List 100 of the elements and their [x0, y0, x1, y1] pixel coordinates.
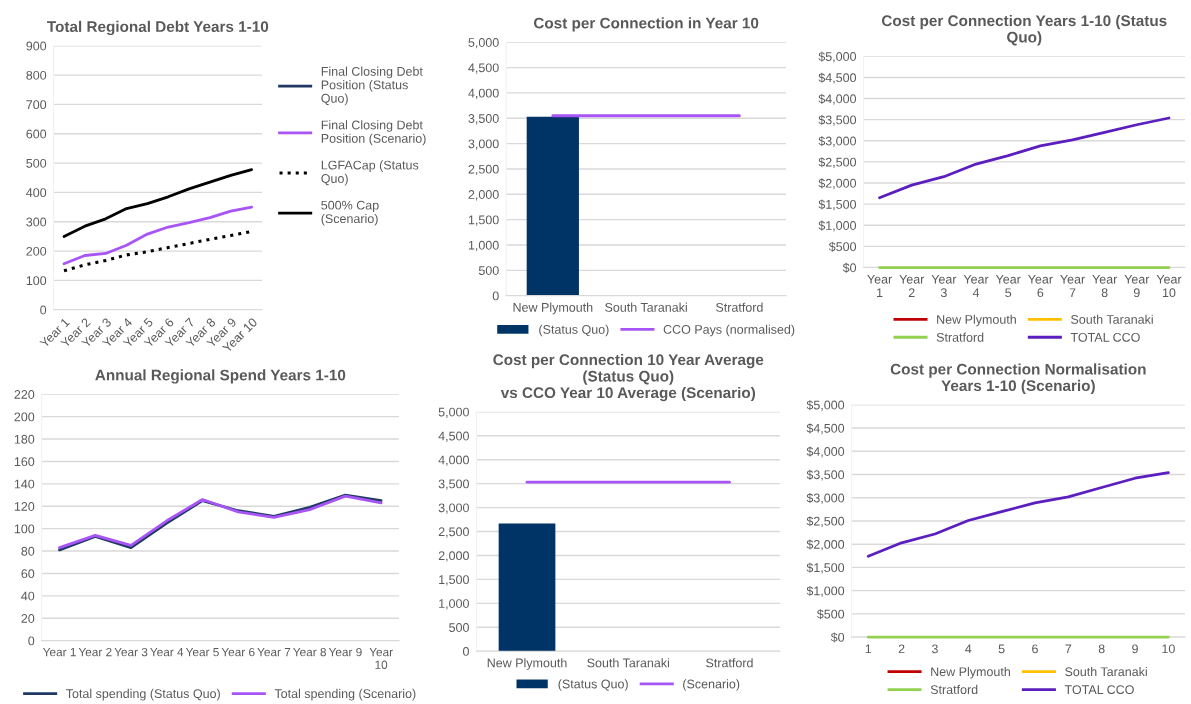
legend-label: Final Closing Debt Position (Status Quo) [321, 66, 423, 106]
y-tick-label: 500 [26, 158, 47, 168]
y-tick-label: 500 [449, 623, 469, 632]
y-tick-label: $4,000 [806, 446, 845, 458]
y-tick-label: 4,500 [438, 431, 469, 442]
y-tick-label: $0 [842, 262, 857, 273]
y-tick-label: 0 [40, 305, 47, 315]
y-tick-label: 2,500 [438, 527, 469, 538]
line-series [62, 168, 253, 238]
y-tick-label: $1,500 [806, 562, 845, 574]
y-tick-label: 100 [26, 276, 47, 286]
y-tick-label: $1,000 [818, 220, 857, 232]
y-tick-label: 800 [26, 70, 47, 80]
y-tick-label: 100 [14, 524, 35, 534]
y-tick-label: 0 [492, 291, 499, 301]
y-tick-label: 4,500 [468, 63, 499, 74]
x-tick-label: 5 [998, 644, 1005, 654]
x-tick-label: Year 7 [257, 648, 291, 657]
y-tick-label: 400 [26, 188, 47, 198]
y-tick-label: 0 [462, 647, 469, 656]
y-tick-label: $1,500 [818, 199, 857, 211]
y-tick-label: $2,500 [806, 516, 845, 528]
y-tick-label: $3,000 [818, 136, 857, 147]
y-tick-label: $4,000 [818, 93, 857, 105]
y-tick-label: 5,000 [438, 407, 469, 418]
y-tick-label: 5,000 [468, 38, 499, 49]
x-tick-label: Year 9 [1124, 274, 1150, 298]
legend-label: (Status Quo) [539, 324, 609, 337]
y-tick-label: $3,500 [818, 114, 857, 126]
y-tick-label: 220 [14, 390, 35, 399]
x-tick-label: Year 10 [1156, 274, 1182, 298]
y-tick-label: 300 [26, 217, 47, 227]
x-tick-label: 1 [865, 644, 872, 654]
x-tick-label: South Taranaki [587, 658, 669, 668]
x-tick-label: New Plymouth [513, 302, 593, 315]
y-tick-label: 1,000 [439, 599, 469, 610]
x-tick-label: Year 9 [328, 647, 362, 657]
line-series [878, 116, 1171, 200]
y-tick-label: 200 [14, 412, 35, 422]
x-tick-label: Year 1 [867, 274, 892, 297]
y-tick-label: 0 [28, 636, 35, 646]
y-tick-label: 3,500 [468, 114, 499, 125]
legend-label: (Scenario) [683, 679, 740, 691]
x-tick-label: Year 2 [78, 647, 112, 657]
y-tick-label: 500 [478, 266, 499, 275]
x-tick-label: Year 10 [369, 648, 393, 669]
y-tick-label: 2,000 [468, 190, 499, 201]
chart-title: Cost per Connection in Year 10 [533, 17, 759, 32]
legend-label: Total spending (Status Quo) [66, 688, 220, 701]
x-tick-label: Stratford [706, 658, 753, 668]
line-series [62, 205, 253, 266]
y-tick-label: 4,000 [438, 455, 469, 466]
legend-label: LGFACap (Status Quo) [321, 160, 419, 186]
x-tick-label: 10 [1162, 644, 1175, 654]
legend-label: CCO Pays (normalised) [663, 324, 795, 337]
legend-label: Final Closing Debt Position (Scenario) [321, 120, 426, 146]
x-tick-label: South Taranaki [605, 302, 687, 312]
y-tick-label: $5,000 [806, 400, 845, 411]
y-tick-label: 20 [21, 614, 35, 623]
y-tick-label: 140 [14, 479, 35, 489]
y-tick-label: 600 [26, 129, 47, 139]
x-tick-label: Year 7 [1060, 274, 1085, 297]
y-tick-label: $2,500 [818, 157, 857, 169]
chart-title: Cost per Connection Years 1-10 (Status Quo) [881, 14, 1167, 46]
y-tick-label: 700 [26, 100, 47, 110]
x-tick-label: 7 [1065, 644, 1072, 654]
y-tick-label: $0 [830, 632, 845, 643]
x-tick-label: Year 5 [185, 648, 219, 657]
x-tick-label: Year 2 [899, 274, 925, 297]
y-tick-label: 180 [14, 434, 35, 444]
x-tick-label: 3 [931, 644, 938, 654]
y-tick-label: 4,000 [468, 88, 499, 100]
y-tick-label: $3,500 [806, 469, 845, 481]
x-tick-label: Year 3 [931, 274, 957, 298]
y-tick-label: $4,500 [818, 72, 857, 84]
x-tick-label: Year 1 [42, 648, 76, 657]
x-tick-label: 9 [1132, 644, 1138, 654]
chart-title: Cost per Connection 10 Year Average (Status Quo) vs CCO Year 10 Average (Scenario) [493, 353, 764, 402]
legend-label: Total spending (Scenario) [274, 688, 416, 701]
y-tick-label: 1,000 [468, 240, 499, 252]
legend-label: (Status Quo) [558, 679, 628, 691]
y-tick-label: $4,500 [806, 423, 845, 435]
chart-title: Annual Regional Spend Years 1-10 [95, 369, 346, 384]
y-tick-label: $5,000 [818, 51, 857, 63]
y-tick-label: $2,000 [806, 539, 845, 551]
legend-label: 500% Cap (Scenario) [321, 200, 379, 226]
y-tick-label: 80 [21, 546, 35, 556]
x-tick-label: Year 6 [1027, 274, 1053, 298]
y-tick-label: 1,500 [439, 575, 469, 586]
legend-label: South Taranaki [1065, 666, 1147, 677]
y-tick-label: $3,000 [806, 493, 845, 504]
line-series [866, 471, 1170, 558]
x-tick-label: New Plymouth [487, 658, 567, 670]
y-tick-label: 120 [14, 502, 35, 511]
x-tick-label: Year 8 [293, 647, 326, 657]
y-tick-label: 200 [26, 246, 47, 256]
x-tick-label: Year 6 [221, 647, 255, 657]
y-tick-label: 160 [14, 457, 35, 467]
y-tick-label: $500 [828, 241, 857, 252]
y-tick-label: 1,500 [468, 215, 499, 226]
